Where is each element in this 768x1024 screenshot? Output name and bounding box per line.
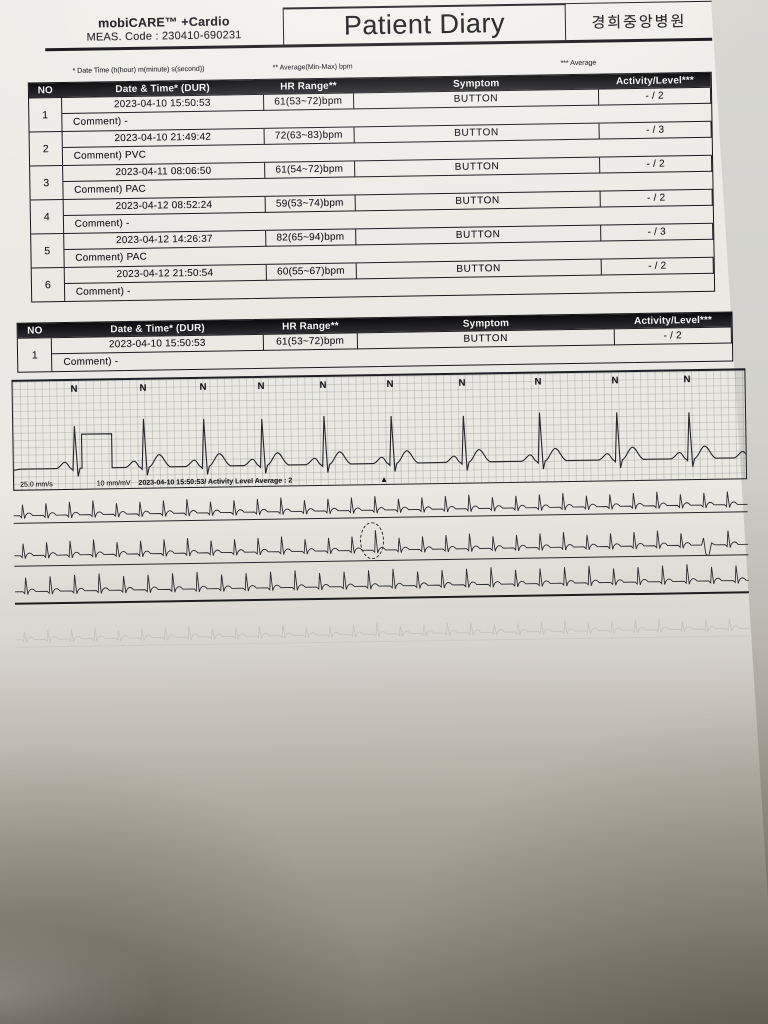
beat-label: N — [683, 374, 691, 386]
row-activity: - / 2 — [600, 189, 713, 208]
highlighted-beat-ellipse — [359, 522, 385, 560]
col-hr: HR Range** — [281, 320, 339, 333]
row-hr: 82(65~94)bpm — [265, 229, 356, 247]
beat-label: N — [70, 383, 78, 395]
footnote-hr-range: ** Average(Min-Max) bpm — [272, 63, 353, 72]
ecg-speed: 25.0 mm/s — [20, 481, 53, 489]
col-no: NO — [37, 84, 53, 96]
row-activity: - / 3 — [601, 223, 714, 242]
row-no: 1 — [17, 338, 53, 372]
row-activity: - / 3 — [599, 121, 712, 140]
beat-label: N — [534, 376, 542, 388]
title-block: Patient Diary — [283, 3, 567, 45]
brand-name: mobiCARE™ +Cardio — [97, 14, 230, 31]
beat-label: N — [319, 379, 327, 391]
row-no: 5 — [31, 233, 65, 268]
row-no: 2 — [29, 132, 63, 166]
row-hr: 61(54~72)bpm — [264, 161, 355, 179]
diary-table: NO Date & Time* (DUR) HR Range** Symptom… — [27, 71, 716, 303]
row-hr: 72(63~83)bpm — [264, 127, 355, 145]
col-no: NO — [27, 324, 43, 337]
rhythm-strip-3 — [14, 561, 749, 605]
beat-label: N — [139, 382, 147, 394]
footnote-date-time: * Date Time (h(hour) m(minute) s(second)… — [72, 65, 205, 75]
beat-label: N — [257, 380, 265, 392]
report-header: mobiCARE™ +Cardio MEAS. Code : 230410-69… — [44, 0, 713, 52]
rhythm-strip-2 — [13, 516, 749, 567]
brand-block: mobiCARE™ +Cardio MEAS. Code : 230410-69… — [44, 7, 285, 49]
row-hr: 60(55~67)bpm — [266, 263, 357, 281]
row-no: 3 — [30, 165, 64, 200]
page-title: Patient Diary — [343, 8, 506, 41]
ecg-main-trace — [13, 409, 747, 477]
hospital-name: 경희중앙병원 — [591, 12, 687, 32]
event-marker-icon: ▲ — [379, 474, 389, 485]
col-activity: Activity/Level*** — [634, 314, 713, 327]
beat-label: N — [199, 381, 207, 393]
ecg-main-strip: N N N N N N N N N N 25.0 mm/s 10 mm/mV 2… — [11, 368, 748, 491]
row-hr: 61(53~72)bpm — [263, 333, 358, 351]
meas-code: MEAS. Code : 230410-690231 — [86, 29, 242, 44]
beat-label: N — [386, 378, 394, 390]
row-activity: - / 2 — [600, 155, 713, 174]
detail-table: NO Date & Time* (DUR) HR Range** Symptom… — [16, 311, 734, 373]
row-activity: - / 2 — [614, 327, 732, 346]
row-hr: 61(53~72)bpm — [263, 93, 354, 111]
row-activity: - / 2 — [599, 87, 712, 106]
row-no: 4 — [30, 199, 64, 234]
footnote-activity: *** Average — [560, 59, 597, 68]
report-content: mobiCARE™ +Cardio MEAS. Code : 230410-69… — [11, 0, 750, 648]
row-hr: 59(53~74)bpm — [265, 195, 356, 213]
row-activity: - / 2 — [601, 257, 714, 276]
beat-label: N — [458, 377, 466, 389]
col-hr: HR Range** — [280, 80, 337, 93]
row-no: 1 — [29, 98, 63, 132]
ecg-gain: 10 mm/mV — [96, 479, 131, 488]
col-activity: Activity/Level*** — [615, 74, 694, 87]
row-no: 6 — [31, 267, 65, 302]
hospital-block: 경희중앙병원 — [565, 0, 713, 41]
beat-label: N — [611, 375, 619, 387]
